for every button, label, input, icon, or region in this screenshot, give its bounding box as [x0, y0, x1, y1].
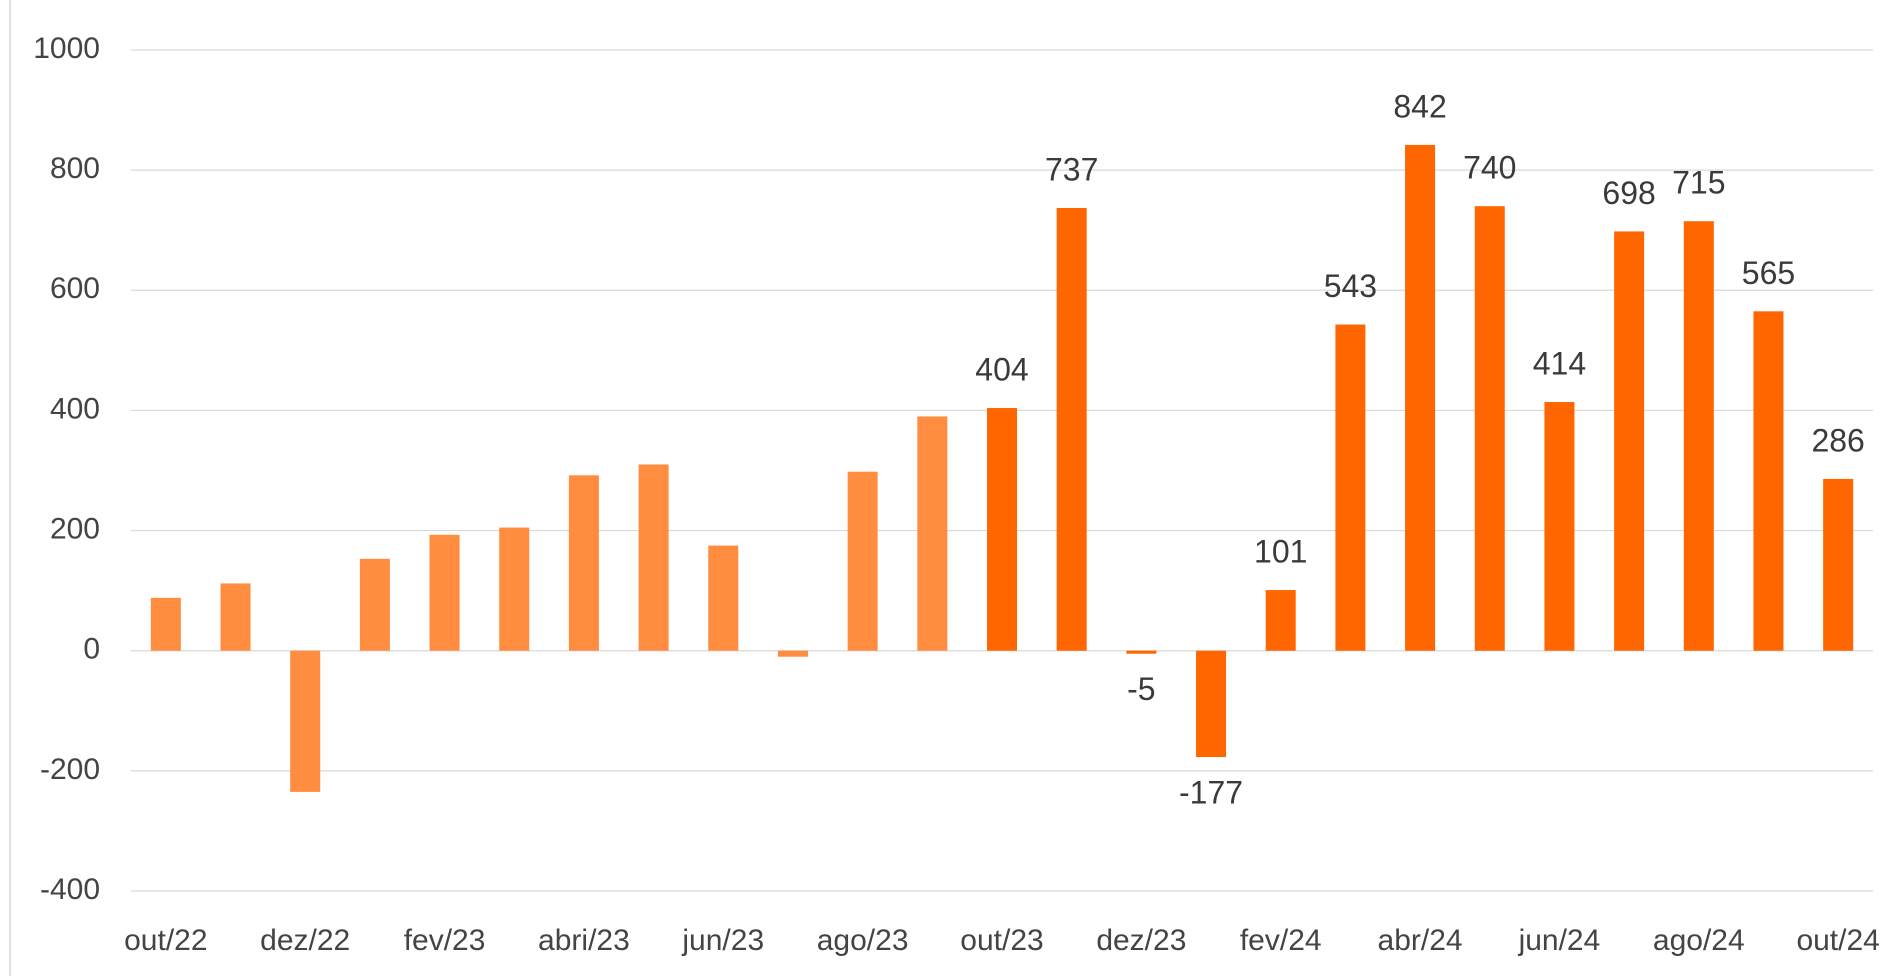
bar [987, 408, 1017, 651]
bar [1196, 650, 1227, 758]
bar [429, 534, 460, 651]
x-tick-label: jun/23 [681, 924, 764, 957]
bar [220, 583, 251, 651]
bar [1683, 221, 1714, 651]
bar [638, 464, 669, 651]
y-tick-label: -400 [40, 873, 100, 906]
bar [290, 650, 321, 792]
x-tick-label: out/22 [124, 924, 207, 957]
y-tick-label: 1000 [33, 32, 100, 65]
x-tick-label: ago/23 [817, 924, 909, 957]
value-label: 842 [1393, 88, 1446, 124]
value-label: 565 [1742, 255, 1795, 291]
value-label: 286 [1811, 422, 1864, 458]
x-tick-label: fev/23 [404, 924, 486, 957]
bar [1126, 650, 1157, 654]
value-label: -177 [1179, 774, 1243, 810]
bar [1056, 207, 1087, 651]
x-tick-label: fev/24 [1240, 924, 1322, 957]
y-tick-label: 400 [50, 392, 100, 425]
x-tick-label: abr/24 [1378, 924, 1463, 957]
bar [1614, 231, 1645, 651]
bar [499, 527, 530, 651]
bar [359, 558, 390, 651]
x-tick-label: ago/24 [1653, 924, 1745, 957]
bar [568, 475, 599, 651]
x-tick-label: dez/23 [1096, 924, 1186, 957]
y-tick-label: 600 [50, 272, 100, 305]
value-label: 740 [1463, 150, 1516, 186]
bar [1753, 311, 1784, 651]
bar [847, 471, 878, 651]
bar [1823, 478, 1854, 651]
bar [777, 650, 808, 657]
x-tick-label: abri/23 [538, 924, 630, 957]
bar [917, 416, 948, 651]
value-label: 414 [1533, 345, 1586, 381]
x-tick-label: dez/22 [260, 924, 350, 957]
y-tick-label: 200 [50, 512, 100, 545]
bar [1474, 206, 1505, 651]
x-tick-label: jun/24 [1518, 924, 1601, 957]
value-label: 404 [975, 351, 1028, 387]
bar [1265, 590, 1296, 651]
value-label: 698 [1602, 175, 1655, 211]
value-label: -5 [1127, 671, 1155, 707]
x-tick-label: out/23 [960, 924, 1043, 957]
value-label: 543 [1324, 268, 1377, 304]
value-label: 101 [1254, 533, 1307, 569]
value-label: 737 [1045, 151, 1098, 187]
bar [1405, 144, 1436, 651]
y-tick-label: 800 [50, 152, 100, 185]
value-label: 715 [1672, 165, 1725, 201]
bar [1335, 324, 1366, 651]
y-tick-label: -200 [40, 753, 100, 786]
bar [1544, 402, 1575, 651]
x-tick-label: out/24 [1796, 924, 1879, 957]
bar [150, 597, 181, 651]
bar [708, 545, 739, 651]
y-tick-label: 0 [83, 633, 100, 666]
